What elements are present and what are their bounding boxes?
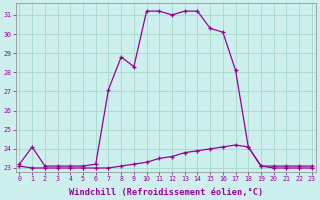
X-axis label: Windchill (Refroidissement éolien,°C): Windchill (Refroidissement éolien,°C) [68,188,263,197]
